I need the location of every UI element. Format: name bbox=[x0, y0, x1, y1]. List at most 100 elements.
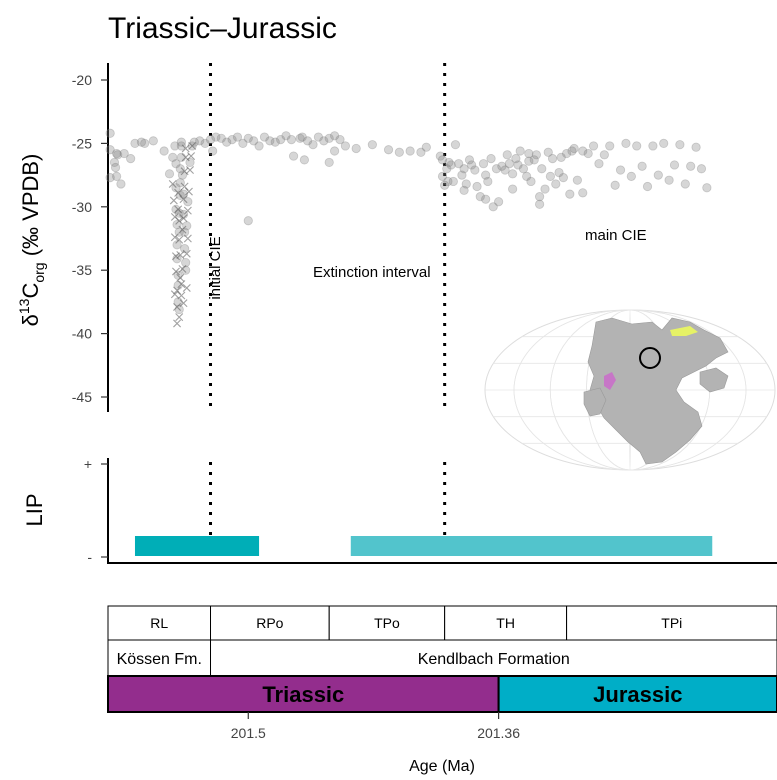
data-point-circle bbox=[308, 140, 318, 150]
data-point-cross bbox=[179, 195, 188, 204]
data-point-circle bbox=[136, 137, 147, 147]
data-point-circle bbox=[130, 138, 140, 148]
data-point-circle bbox=[383, 145, 394, 155]
y-axis-label-unit: (‰ VPDB) bbox=[18, 154, 43, 257]
data-point-circle bbox=[448, 176, 458, 187]
data-point-circle bbox=[265, 136, 275, 146]
data-point-circle bbox=[475, 192, 485, 202]
data-point-cross bbox=[177, 291, 186, 300]
data-point-circle bbox=[488, 202, 498, 212]
data-point-circle bbox=[288, 151, 299, 161]
data-point-circle bbox=[116, 179, 126, 189]
data-point-circle bbox=[435, 151, 445, 161]
data-point-cross bbox=[175, 216, 184, 225]
data-point-circle bbox=[416, 147, 426, 157]
lip-bar bbox=[134, 536, 260, 556]
data-point-circle bbox=[394, 147, 404, 157]
data-point-circle bbox=[295, 133, 305, 143]
data-point-circle bbox=[524, 156, 534, 166]
data-point-circle bbox=[171, 159, 181, 169]
data-point-circle bbox=[140, 138, 150, 148]
y-axis-label-main: C bbox=[18, 283, 43, 299]
period-cell bbox=[107, 675, 500, 713]
map-graticule-lon bbox=[513, 309, 747, 471]
data-point-circle bbox=[313, 132, 324, 142]
data-point-circle bbox=[632, 141, 642, 151]
data-point-circle bbox=[319, 136, 329, 146]
data-point-circle bbox=[702, 183, 712, 193]
x-axis-label: Age (Ma) bbox=[409, 758, 475, 775]
data-point-circle bbox=[351, 143, 361, 154]
y-axis-label-delta: δ bbox=[18, 314, 43, 326]
data-point-circle bbox=[148, 136, 158, 146]
data-point-circle bbox=[222, 137, 232, 147]
data-point-circle bbox=[669, 160, 680, 170]
data-point-circle bbox=[653, 170, 663, 180]
data-point-circle bbox=[113, 150, 123, 160]
data-point-circle bbox=[421, 142, 431, 152]
data-point-cross bbox=[173, 302, 182, 311]
y-axis-label: δ13Corg (‰ VPDB) bbox=[16, 154, 47, 327]
data-point-circle bbox=[513, 160, 523, 170]
data-point-circle bbox=[486, 154, 496, 164]
data-point-circle bbox=[605, 141, 615, 151]
data-point-circle bbox=[112, 148, 122, 159]
data-point-circle bbox=[578, 188, 588, 198]
x-ticks: 201.5 201.36 bbox=[231, 712, 520, 741]
y-axis-label-sup: 13 bbox=[16, 298, 32, 314]
lip-bars bbox=[134, 536, 713, 556]
data-point-circle bbox=[181, 265, 191, 275]
data-point-circle bbox=[443, 176, 453, 187]
data-point-circle bbox=[329, 146, 340, 156]
data-point-circle bbox=[502, 150, 512, 160]
data-point-circle bbox=[483, 176, 493, 187]
data-point-circle bbox=[442, 164, 452, 174]
data-point-circle bbox=[444, 157, 454, 168]
map-site-marker bbox=[639, 347, 661, 369]
data-point-circle bbox=[276, 134, 286, 145]
data-point-cross bbox=[176, 273, 185, 282]
data-point-cross bbox=[176, 250, 185, 259]
y-tick-label: -30 bbox=[72, 199, 92, 215]
data-point-circle bbox=[216, 133, 226, 143]
annotation-initial-cie: initial CIE bbox=[207, 236, 224, 299]
data-point-circle bbox=[642, 181, 653, 192]
data-point-circle bbox=[511, 154, 521, 164]
lip-axis-label: LIP bbox=[22, 493, 47, 526]
x-tick-label: 201.5 bbox=[231, 725, 266, 741]
data-point-circle bbox=[105, 145, 115, 155]
data-point-circle bbox=[109, 157, 120, 168]
zone-cell bbox=[566, 605, 777, 641]
data-point-circle bbox=[176, 137, 186, 147]
formation-label: Kössen Fm. bbox=[117, 651, 202, 668]
data-point-circle bbox=[176, 152, 186, 162]
data-point-circle bbox=[105, 128, 115, 138]
data-point-circle bbox=[522, 171, 532, 181]
data-point-cross bbox=[174, 205, 183, 214]
y-tick-label: -20 bbox=[72, 72, 92, 88]
data-point-circle bbox=[599, 150, 609, 160]
data-point-circle bbox=[329, 131, 340, 141]
data-point-cross bbox=[182, 249, 191, 258]
annotation-main-cie: main CIE bbox=[585, 227, 647, 244]
map-lip-region bbox=[604, 372, 616, 390]
data-point-circle bbox=[437, 155, 448, 165]
y-axis-label-sub: org bbox=[31, 262, 47, 282]
data-point-circle bbox=[531, 150, 541, 160]
data-point-circle bbox=[211, 132, 221, 142]
data-point-circle bbox=[286, 134, 297, 145]
zone-label: RPo bbox=[256, 615, 283, 631]
data-point-circle bbox=[472, 181, 482, 192]
data-point-circle bbox=[110, 162, 121, 173]
annotation-extinction-interval: Extinction interval bbox=[313, 264, 431, 281]
data-point-circle bbox=[467, 160, 477, 170]
data-point-circle bbox=[567, 146, 577, 156]
data-point-circle bbox=[243, 216, 253, 226]
data-point-circle bbox=[112, 171, 122, 181]
data-point-circle bbox=[297, 132, 307, 142]
data-point-circle bbox=[504, 159, 514, 169]
data-point-circle bbox=[481, 170, 491, 180]
data-point-circle bbox=[621, 138, 631, 148]
data-point-circle bbox=[680, 179, 690, 189]
data-points bbox=[105, 128, 712, 328]
